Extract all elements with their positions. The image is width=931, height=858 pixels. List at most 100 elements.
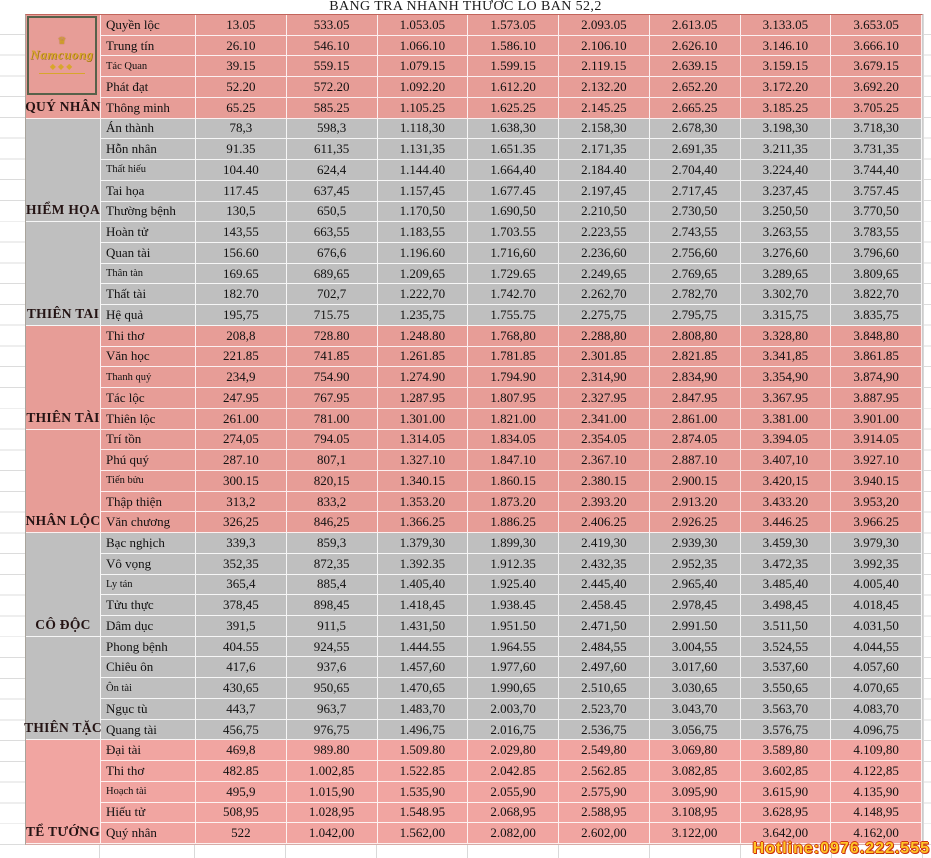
value-cell: 1.690,50: [468, 201, 559, 223]
value-cell: 1.794.90: [468, 367, 559, 389]
row-name-cell: Thanh quý: [101, 367, 196, 389]
value-cell: 326,25: [196, 512, 287, 534]
value-cell: 247.95: [196, 388, 287, 409]
value-cell: 1.977,60: [468, 657, 559, 679]
row-name-cell: Chiêu ôn: [101, 657, 196, 679]
value-cell: 1.092.20: [377, 77, 469, 98]
value-cell: 3.757.45: [831, 180, 922, 202]
value-cell: 2.354.05: [559, 429, 650, 451]
value-cell: 2.523,70: [559, 698, 650, 720]
value-cell: 1.144.40: [377, 160, 469, 181]
row-name-cell: Phong bệnh: [101, 636, 196, 658]
value-cell: 4.148,95: [831, 802, 922, 824]
value-cell: 3.146.10: [740, 35, 832, 57]
value-cell: 3.887.95: [831, 388, 922, 409]
value-cell: 546.10: [286, 35, 378, 57]
value-cell: 3.263,55: [740, 222, 832, 243]
value-cell: 1.248.80: [377, 325, 469, 347]
value-cell: 2.158,30: [559, 118, 650, 140]
value-cell: 1.886.25: [468, 512, 559, 534]
row-name-cell: Thiên lộc: [101, 408, 196, 430]
value-cell: 1.496,75: [377, 719, 469, 741]
value-cell: 4.057,60: [831, 657, 922, 679]
value-cell: 2.665.25: [649, 97, 741, 119]
value-cell: 3.172.20: [740, 77, 832, 98]
value-cell: 3.433.20: [740, 491, 832, 513]
value-cell: 3.224,40: [740, 160, 832, 181]
value-cell: 2.145.25: [559, 97, 650, 119]
value-cell: 3.679.15: [831, 56, 922, 78]
value-cell: 2.939,30: [649, 533, 741, 554]
value-cell: 663,55: [286, 222, 378, 243]
value-cell: 715.75: [286, 305, 378, 326]
flourish-icon: ◆◆◆: [49, 62, 75, 71]
value-cell: 2.197,45: [559, 180, 650, 202]
value-cell: 1.274.90: [377, 367, 469, 389]
value-cell: 3.927.10: [831, 450, 922, 471]
value-cell: 2.432,35: [559, 553, 650, 575]
value-cell: 3.004,55: [649, 636, 741, 658]
value-cell: 221.85: [196, 346, 287, 368]
group-label: THIÊN TÀI: [26, 409, 100, 425]
value-cell: 2.808,80: [649, 325, 741, 347]
value-cell: 2.223,55: [559, 222, 650, 243]
value-cell: 352,35: [196, 553, 287, 575]
value-cell: 195,75: [196, 305, 287, 326]
value-cell: 1.664,40: [468, 160, 559, 181]
row-name-cell: Tác Quan: [101, 56, 196, 78]
value-cell: 2.341.00: [559, 408, 650, 430]
row-name-cell: Thất tài: [101, 284, 196, 306]
value-cell: 1.742.70: [468, 284, 559, 306]
value-cell: 2.691,35: [649, 139, 741, 161]
value-cell: 182.70: [196, 284, 287, 306]
row-name-cell: Quý nhân: [101, 823, 196, 844]
value-cell: 3.874,90: [831, 367, 922, 389]
value-cell: 456,75: [196, 719, 287, 741]
value-cell: 885,4: [286, 574, 378, 596]
value-cell: 2.055,90: [468, 781, 559, 803]
value-cell: 676,6: [286, 242, 378, 264]
value-cell: 3.459,30: [740, 533, 832, 554]
value-cell: 2.965,40: [649, 574, 741, 596]
value-cell: 3.367.95: [740, 388, 832, 409]
row-name-cell: Thi thơ: [101, 761, 196, 782]
value-cell: 1.612.20: [468, 77, 559, 98]
brand-logo: ♛ Namcuong ◆◆◆: [27, 16, 97, 95]
value-cell: 2.861.00: [649, 408, 741, 430]
value-cell: 2.171,35: [559, 139, 650, 161]
value-cell: 2.652.20: [649, 77, 741, 98]
value-cell: 234,9: [196, 367, 287, 389]
value-cell: 1.301.00: [377, 408, 469, 430]
value-cell: 2.795,75: [649, 305, 741, 326]
row-name-cell: Thi thơ: [101, 325, 196, 347]
grid-cell-empty: [195, 845, 286, 858]
row-name-cell: Hỗn nhân: [101, 139, 196, 161]
row-name-cell: Quang tài: [101, 719, 196, 741]
spreadsheet-left-margin: [0, 14, 26, 845]
value-cell: 4.162,00: [831, 823, 922, 844]
value-cell: 3.901.00: [831, 408, 922, 430]
hotline-watermark: Hotline:0976.222.555: [752, 840, 930, 857]
value-cell: 3.524,55: [740, 636, 832, 658]
value-cell: 208,8: [196, 325, 287, 347]
value-cell: 3.628,95: [740, 802, 832, 824]
value-cell: 13.05: [196, 15, 287, 36]
value-cell: 3.122,00: [649, 823, 741, 844]
value-cell: 1.131,35: [377, 139, 469, 161]
value-cell: 1.768,80: [468, 325, 559, 347]
value-cell: 3.341,85: [740, 346, 832, 368]
value-cell: 1.755.75: [468, 305, 559, 326]
value-cell: 3.511,50: [740, 616, 832, 637]
value-cell: 728.80: [286, 325, 378, 347]
value-cell: 754.90: [286, 367, 378, 389]
value-cell: 3.289,65: [740, 263, 832, 285]
value-cell: 2.003,70: [468, 698, 559, 720]
row-name-cell: Quyền lộc: [101, 15, 196, 36]
value-cell: 859,3: [286, 533, 378, 554]
value-cell: 287.10: [196, 450, 287, 471]
value-cell: 533.05: [286, 15, 378, 36]
flourish-rule: [39, 73, 85, 74]
value-cell: 2.602,00: [559, 823, 650, 844]
group-cell: QUÝ NHÂN: [25, 15, 101, 119]
value-cell: 2.314,90: [559, 367, 650, 389]
